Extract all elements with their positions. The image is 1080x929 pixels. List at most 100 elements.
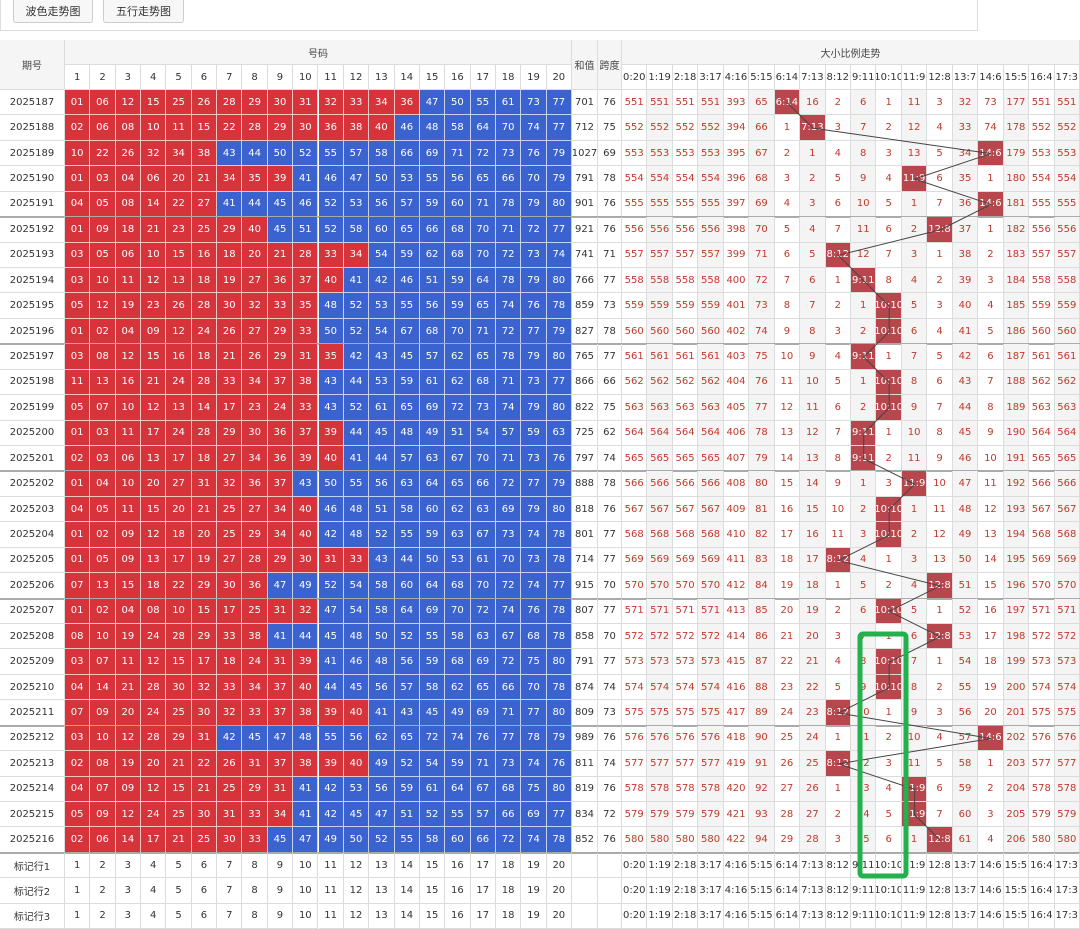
trend-cell: 55 bbox=[952, 674, 979, 701]
trend-cell: 552 bbox=[622, 115, 648, 141]
trend-hit-cell: 9:11 bbox=[851, 446, 877, 472]
number-cell: 21 bbox=[115, 674, 142, 701]
issue-cell: 2025214 bbox=[0, 776, 65, 803]
number-cell: 45 bbox=[267, 191, 294, 218]
number-column-header: 8 bbox=[242, 65, 268, 90]
span-cell: 77 bbox=[598, 268, 622, 294]
number-cell: 12 bbox=[141, 776, 167, 803]
trend-cell: 18 bbox=[800, 573, 826, 599]
trend-cell: 4 bbox=[825, 649, 851, 675]
trend-cell: 565 bbox=[698, 446, 724, 472]
trend-table: 期号 号码 和值 跨度 大小比例走势 1 2 3 4 5 6 7 8 9 10 11 12 13 14 15 16 17 1… bbox=[0, 40, 1080, 929]
sum-cell: 807 bbox=[572, 598, 598, 625]
trend-cell: 20 bbox=[978, 700, 1004, 726]
marker-number: 1 bbox=[65, 903, 91, 929]
number-cell: 18 bbox=[115, 217, 142, 243]
sum-cell: 741 bbox=[572, 242, 598, 268]
number-cell: 27 bbox=[217, 446, 243, 472]
number-cell: 03 bbox=[65, 242, 91, 268]
number-cell: 02 bbox=[90, 318, 116, 345]
number-cell: 43 bbox=[369, 547, 395, 574]
trend-cell: 577 bbox=[622, 751, 648, 777]
number-cell: 27 bbox=[242, 496, 268, 523]
trend-cell: 29 bbox=[774, 827, 801, 853]
number-cell: 24 bbox=[166, 369, 192, 396]
trend-hit-cell: 8:12 bbox=[825, 242, 851, 268]
issue-cell: 2025197 bbox=[0, 344, 65, 370]
sum-cell: 766 bbox=[572, 268, 598, 294]
trend-cell: 47 bbox=[952, 471, 979, 497]
number-cell: 57 bbox=[394, 674, 420, 701]
trend-cell: 397 bbox=[723, 191, 750, 218]
issue-cell: 2025194 bbox=[0, 268, 65, 294]
span-cell: 75 bbox=[598, 115, 622, 141]
trend-cell: 2 bbox=[876, 115, 902, 141]
number-cell: 02 bbox=[65, 446, 91, 472]
trend-cell: 12 bbox=[851, 242, 877, 268]
marker-ratio: 6:14 bbox=[774, 903, 801, 929]
number-cell: 70 bbox=[470, 573, 496, 599]
trend-cell: 1 bbox=[901, 827, 928, 853]
number-cell: 39 bbox=[318, 420, 344, 446]
trend-cell: 416 bbox=[723, 674, 750, 701]
number-cell: 14 bbox=[191, 395, 218, 421]
trend-column-header: 8:12 bbox=[825, 65, 851, 90]
marker-ratio: 13:7 bbox=[952, 903, 979, 929]
number-cell: 47 bbox=[293, 827, 319, 853]
number-cell: 30 bbox=[217, 827, 243, 853]
number-cell: 31 bbox=[217, 802, 243, 828]
span-cell: 78 bbox=[598, 471, 622, 497]
trend-cell: 571 bbox=[1054, 598, 1080, 625]
wave-color-button[interactable]: 波色走势图 bbox=[13, 0, 93, 23]
trend-cell: 569 bbox=[622, 547, 648, 574]
number-cell: 52 bbox=[419, 802, 446, 828]
number-cell: 11 bbox=[115, 420, 142, 446]
number-cell: 28 bbox=[191, 420, 218, 446]
number-cell: 71 bbox=[470, 191, 496, 218]
number-cell: 63 bbox=[419, 446, 446, 472]
sum-cell: 801 bbox=[572, 522, 598, 548]
trend-cell: 575 bbox=[698, 700, 724, 726]
trend-cell: 551 bbox=[698, 90, 724, 116]
trend-cell: 10 bbox=[978, 446, 1004, 472]
marker-number: 10 bbox=[293, 903, 319, 929]
number-cell: 77 bbox=[546, 217, 572, 243]
trend-cell: 27 bbox=[800, 802, 826, 828]
number-cell: 24 bbox=[191, 318, 218, 345]
five-elements-button[interactable]: 五行走势图 bbox=[103, 0, 184, 23]
number-cell: 43 bbox=[318, 395, 344, 421]
number-cell: 48 bbox=[419, 115, 446, 141]
number-column-header: 17 bbox=[470, 65, 496, 90]
trend-hit-cell: 8:12 bbox=[825, 547, 851, 574]
trend-cell: 557 bbox=[698, 242, 724, 268]
number-cell: 15 bbox=[141, 496, 167, 523]
trend-cell: 570 bbox=[1029, 573, 1055, 599]
trend-cell: 579 bbox=[1054, 802, 1080, 828]
marker-number: 12 bbox=[343, 878, 370, 904]
trend-cell: 56 bbox=[952, 700, 979, 726]
trend-cell: 15 bbox=[851, 827, 877, 853]
number-cell: 27 bbox=[191, 191, 218, 218]
number-cell: 25 bbox=[217, 496, 243, 523]
trend-cell: 559 bbox=[1054, 293, 1080, 319]
trend-cell: 1 bbox=[851, 471, 877, 497]
number-cell: 30 bbox=[217, 293, 243, 319]
number-cell: 57 bbox=[495, 420, 522, 446]
number-column-header: 18 bbox=[495, 65, 522, 90]
trend-hit-cell: 11:9 bbox=[901, 166, 928, 192]
number-cell: 80 bbox=[546, 395, 572, 421]
toolbar: 波色走势图 五行走势图 bbox=[0, 0, 978, 31]
trend-cell: 5 bbox=[825, 674, 851, 701]
trend-cell: 6 bbox=[978, 344, 1004, 370]
number-cell: 02 bbox=[90, 598, 116, 625]
number-cell: 72 bbox=[521, 217, 547, 243]
trend-cell: 1 bbox=[978, 166, 1004, 192]
number-cell: 18 bbox=[217, 649, 243, 675]
number-cell: 80 bbox=[546, 649, 572, 675]
number-cell: 46 bbox=[394, 268, 420, 294]
number-cell: 53 bbox=[445, 547, 471, 574]
number-cell: 55 bbox=[419, 624, 446, 650]
number-cell: 06 bbox=[90, 827, 116, 853]
trend-cell: 560 bbox=[1054, 318, 1080, 345]
trend-column-header: 0:20 bbox=[622, 65, 648, 90]
